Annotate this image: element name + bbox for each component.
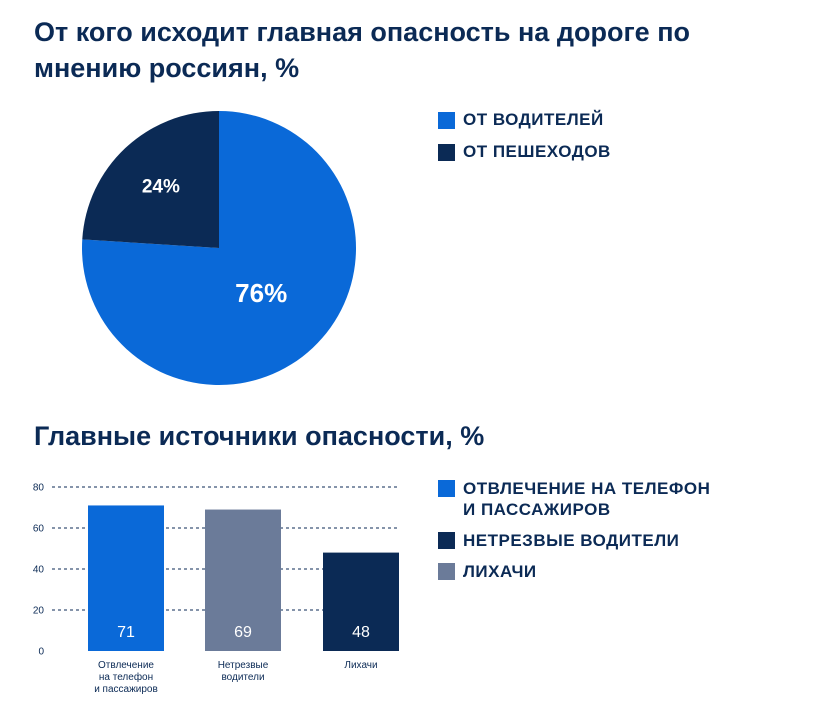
y-tick-label: 0 <box>38 647 44 658</box>
x-category-label: Лихачи <box>344 660 377 671</box>
pie-slice-label: 24% <box>142 177 180 198</box>
legend-label: ОТ ПЕШЕХОДОВ <box>463 142 611 161</box>
pie-chart: 76% 24% <box>82 111 357 386</box>
legend-swatch <box>438 144 455 161</box>
bar-legend-item-drunk: НЕТРЕЗВЫЕ ВОДИТЕЛИ <box>438 530 710 551</box>
pie-legend-item-drivers: ОТ ВОДИТЕЛЕЙ <box>438 110 611 130</box>
pie-slice-label: 76% <box>235 278 287 308</box>
legend-label: ЛИХАЧИ <box>463 562 537 581</box>
y-tick-label: 80 <box>33 483 45 494</box>
legend-swatch <box>438 480 455 497</box>
legend-swatch <box>438 532 455 549</box>
pie-slice-drivers <box>82 111 357 386</box>
x-category-label: Нетрезвые водители <box>218 660 269 683</box>
bar <box>323 552 399 651</box>
bar-value-label: 48 <box>352 624 370 641</box>
bar-value-label: 71 <box>117 624 135 641</box>
bar <box>88 505 164 651</box>
pie-legend-item-pedestrians: ОТ ПЕШЕХОДОВ <box>438 142 611 162</box>
legend-swatch <box>438 563 455 580</box>
legend-swatch <box>438 112 455 129</box>
y-tick-label: 60 <box>33 524 45 535</box>
bar <box>205 509 281 651</box>
x-category-label: Отвлечение на телефон и пассажиров <box>94 660 158 695</box>
pie-slice-pedestrians <box>82 111 219 248</box>
y-tick-label: 40 <box>33 565 45 576</box>
legend-label: ОТВЛЕЧЕНИЕ НА ТЕЛЕФОН И ПАССАЖИРОВ <box>463 479 711 519</box>
bar-legend: ОТВЛЕЧЕНИЕ НА ТЕЛЕФОН И ПАССАЖИРОВ НЕТРЕ… <box>438 478 710 592</box>
pie-chart-title: От кого исходит главная опасность на дор… <box>34 17 691 83</box>
legend-label: НЕТРЕЗВЫЕ ВОДИТЕЛИ <box>463 531 680 550</box>
bar-legend-item-distraction: ОТВЛЕЧЕНИЕ НА ТЕЛЕФОН И ПАССАЖИРОВ <box>438 478 710 520</box>
y-tick-label: 20 <box>33 606 45 617</box>
bar-legend-item-speeders: ЛИХАЧИ <box>438 561 710 582</box>
bar-chart-title: Главные источники опасности, % <box>34 421 485 451</box>
bar-value-label: 69 <box>234 624 252 641</box>
pie-legend: ОТ ВОДИТЕЛЕЙ ОТ ПЕШЕХОДОВ <box>438 110 611 174</box>
legend-label: ОТ ВОДИТЕЛЕЙ <box>463 110 604 129</box>
